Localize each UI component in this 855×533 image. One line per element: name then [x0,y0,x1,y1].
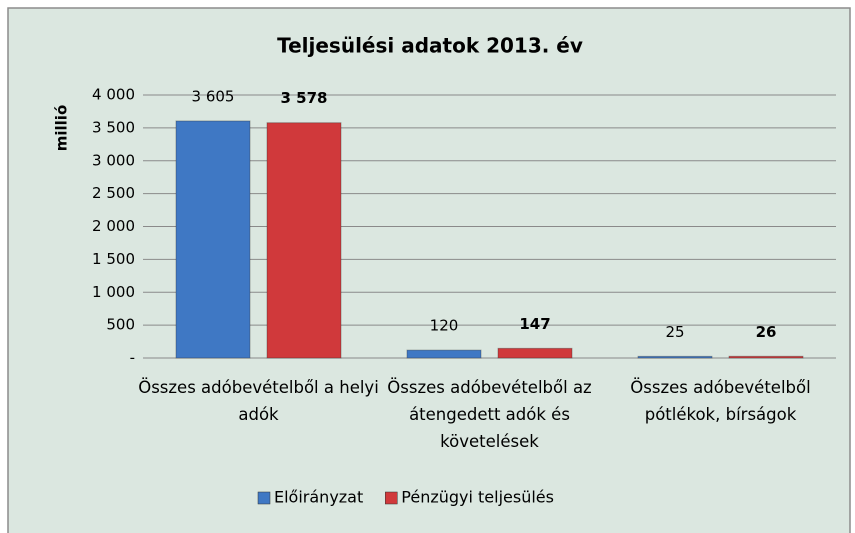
data-label: 3 578 [281,89,328,107]
data-label: 3 605 [192,87,235,105]
x-tick-label: Összes adóbevételből az átengedett adók … [387,378,592,451]
bar [175,120,251,359]
data-label: 25 [665,323,684,341]
y-tick-label: 1 500 [92,250,135,268]
y-axis-label: millió [53,105,71,152]
legend-swatch [385,491,398,505]
chart-title: Teljesülési adatok 2013. év [277,34,583,58]
data-label: 26 [756,323,777,341]
y-tick-label: 2 000 [92,217,135,235]
data-label: 120 [430,317,459,335]
y-tick-label: 500 [106,316,135,334]
y-tick-label: 4 000 [92,86,135,104]
y-tick-label: - [130,349,135,367]
y-tick-label: 3 500 [92,118,135,136]
x-tick-label: Összes adóbevételből a helyi adók [138,378,379,424]
bar [406,349,482,359]
legend-label: Pénzügyi teljesülés [401,488,554,507]
y-tick-label: 2 500 [92,184,135,202]
y-tick-label: 1 000 [92,283,135,301]
bar [637,355,713,359]
bar [497,347,573,359]
legend-swatch [257,491,271,505]
legend-label: Előirányzat [274,488,363,507]
bar [728,355,804,359]
bar [266,122,342,359]
y-tick-label: 3 000 [92,151,135,169]
data-label: 147 [519,315,550,333]
x-tick-label: Összes adóbevételből pótlékok, bírságok [630,378,811,424]
